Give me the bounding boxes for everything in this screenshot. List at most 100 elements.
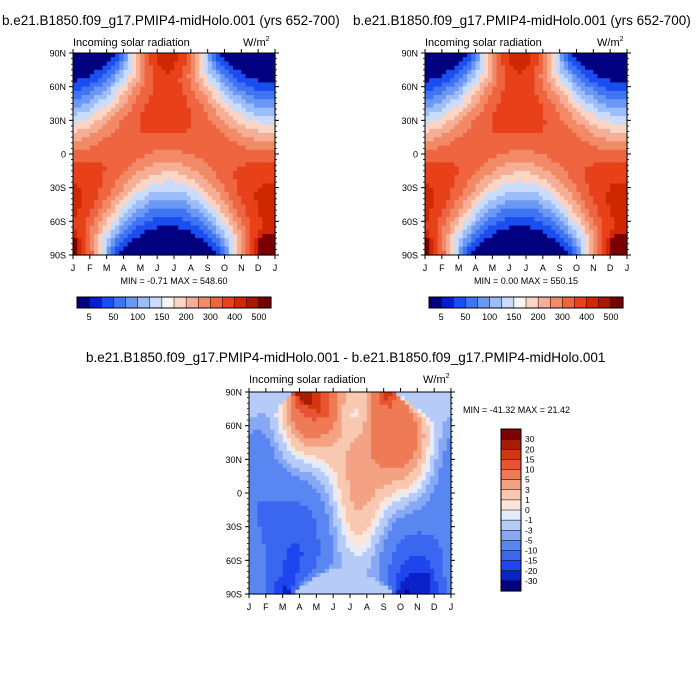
field-cell bbox=[169, 90, 175, 96]
field-cell bbox=[471, 246, 477, 252]
field-cell bbox=[471, 137, 477, 142]
field-cell bbox=[589, 170, 594, 176]
field-cell bbox=[559, 191, 565, 197]
field-cell bbox=[437, 128, 443, 134]
field-cell bbox=[622, 99, 628, 105]
field-cell bbox=[572, 242, 578, 248]
field-cell bbox=[211, 200, 217, 206]
field-cell bbox=[199, 238, 205, 243]
field-cell bbox=[89, 158, 95, 164]
field-cell bbox=[249, 53, 255, 58]
field-cell bbox=[530, 107, 536, 113]
field-cell bbox=[94, 57, 99, 63]
field-cell bbox=[446, 246, 451, 252]
field-cell bbox=[358, 392, 364, 397]
field-cell bbox=[94, 158, 99, 164]
field-cell bbox=[199, 175, 205, 180]
field-cell bbox=[618, 128, 624, 134]
field-cell bbox=[115, 179, 120, 185]
field-cell bbox=[81, 128, 87, 134]
field-cell bbox=[144, 99, 150, 105]
field-cell bbox=[136, 229, 141, 235]
field-cell bbox=[237, 208, 242, 214]
y-tick-label: 60S bbox=[402, 217, 418, 227]
field-cell bbox=[157, 217, 162, 222]
field-cell bbox=[98, 116, 104, 121]
field-cell bbox=[228, 116, 234, 121]
field-cell bbox=[622, 57, 628, 63]
field-cell bbox=[589, 57, 594, 63]
field-cell bbox=[258, 90, 263, 96]
field-cell bbox=[555, 170, 561, 176]
field-cell bbox=[178, 90, 184, 96]
field-cell bbox=[488, 238, 493, 243]
field-cell bbox=[220, 225, 226, 231]
field-cell bbox=[392, 392, 397, 397]
field-cell bbox=[618, 53, 624, 58]
field-cell bbox=[555, 221, 561, 227]
field-cell bbox=[81, 229, 87, 235]
field-cell bbox=[253, 212, 259, 218]
field-cell bbox=[195, 158, 200, 164]
field-cell bbox=[441, 103, 447, 109]
field-cell bbox=[127, 86, 133, 92]
field-cell bbox=[253, 242, 259, 248]
field-cell bbox=[605, 111, 611, 117]
field-cell bbox=[249, 120, 255, 126]
field-cell bbox=[425, 166, 430, 172]
field-cell bbox=[433, 120, 439, 126]
field-cell bbox=[517, 61, 523, 67]
field-cell bbox=[492, 158, 498, 164]
field-cell bbox=[169, 95, 175, 100]
field-cell bbox=[190, 145, 196, 151]
field-cell bbox=[77, 221, 83, 227]
field-cell bbox=[253, 128, 259, 134]
field-cell bbox=[123, 124, 129, 130]
field-cell bbox=[454, 250, 460, 256]
panel-1-minmax: MIN = -0.71 MAX = 548.60 bbox=[120, 276, 227, 286]
field-cell bbox=[433, 128, 439, 134]
field-cell bbox=[199, 233, 205, 239]
field-cell bbox=[517, 208, 523, 214]
field-cell bbox=[576, 191, 582, 197]
field-cell bbox=[580, 120, 586, 126]
field-cell bbox=[131, 191, 137, 197]
field-cell bbox=[94, 166, 99, 172]
field-cell bbox=[559, 225, 565, 231]
field-cell bbox=[253, 179, 259, 185]
field-cell bbox=[492, 242, 498, 248]
field-cell bbox=[77, 116, 83, 121]
field-cell bbox=[203, 229, 209, 235]
field-cell bbox=[454, 225, 460, 231]
colorbar-box bbox=[525, 296, 539, 309]
field-cell bbox=[102, 175, 108, 180]
field-cell bbox=[169, 238, 175, 243]
field-cell bbox=[458, 132, 464, 138]
field-cell bbox=[622, 175, 628, 180]
field-cell bbox=[207, 141, 213, 147]
field-cell bbox=[433, 82, 439, 88]
field-cell bbox=[85, 208, 91, 214]
field-cell bbox=[597, 74, 603, 79]
field-cell bbox=[610, 65, 615, 71]
field-cell bbox=[174, 166, 179, 172]
field-cell bbox=[245, 200, 251, 206]
field-cell bbox=[589, 82, 594, 88]
field-cell bbox=[81, 162, 87, 168]
field-cell bbox=[216, 53, 221, 58]
field-cell bbox=[433, 78, 439, 84]
field-cell bbox=[500, 82, 506, 88]
field-cell bbox=[136, 65, 141, 71]
field-cell bbox=[572, 217, 578, 222]
field-cell bbox=[245, 86, 251, 92]
field-cell bbox=[140, 166, 146, 172]
field-cell bbox=[488, 166, 493, 172]
field-cell bbox=[614, 183, 620, 189]
field-cell bbox=[140, 204, 146, 210]
field-cell bbox=[530, 170, 536, 176]
field-cell bbox=[605, 132, 611, 138]
field-cell bbox=[584, 74, 590, 79]
field-cell bbox=[488, 57, 493, 63]
field-cell bbox=[136, 149, 141, 155]
field-cell bbox=[232, 124, 238, 130]
